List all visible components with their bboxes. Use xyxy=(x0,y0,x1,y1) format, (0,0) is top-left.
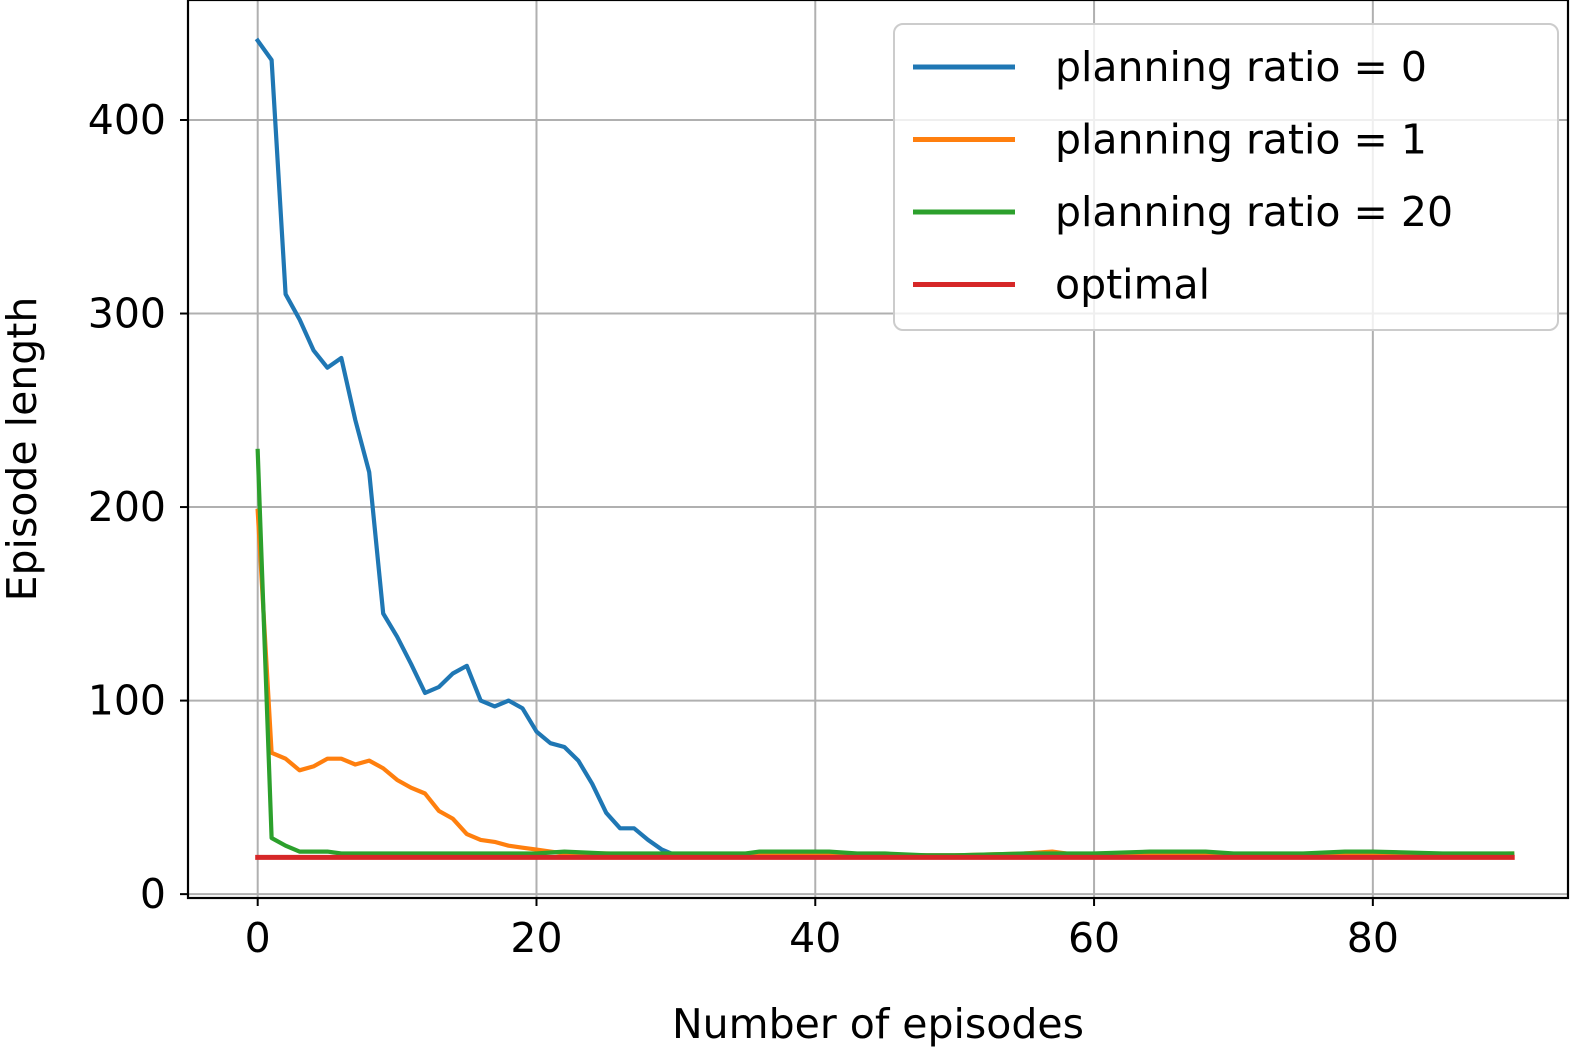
x-axis-label: Number of episodes xyxy=(672,1000,1084,1047)
legend-label: planning ratio = 0 xyxy=(1055,43,1427,91)
y-tick-label: 300 xyxy=(88,290,166,338)
legend-label: optimal xyxy=(1055,261,1210,309)
x-tick-label: 60 xyxy=(1068,914,1120,962)
legend-box xyxy=(893,23,1559,331)
y-tick-label: 200 xyxy=(88,483,166,531)
x-tick-label: 0 xyxy=(245,914,271,962)
series-line-2 xyxy=(255,448,1515,858)
y-axis-label: Episode length xyxy=(0,297,46,602)
legend-label: planning ratio = 1 xyxy=(1055,116,1427,164)
plot-frame xyxy=(186,0,1570,900)
y-tick-label: 0 xyxy=(140,870,166,918)
legend: planning ratio = 0 planning ratio = 1 plan… xyxy=(893,23,1559,331)
y-tick-label: 400 xyxy=(88,96,166,144)
legend-label: planning ratio = 20 xyxy=(1055,188,1453,236)
plot-lines xyxy=(254,37,1515,860)
x-tick-label: 80 xyxy=(1347,914,1399,962)
y-tick-label: 100 xyxy=(88,677,166,725)
x-tick-label: 40 xyxy=(789,914,841,962)
axis-ticks: 0 20 40 60 80 0 100 200 300 400 xyxy=(88,96,1399,962)
x-tick-label: 20 xyxy=(510,914,562,962)
